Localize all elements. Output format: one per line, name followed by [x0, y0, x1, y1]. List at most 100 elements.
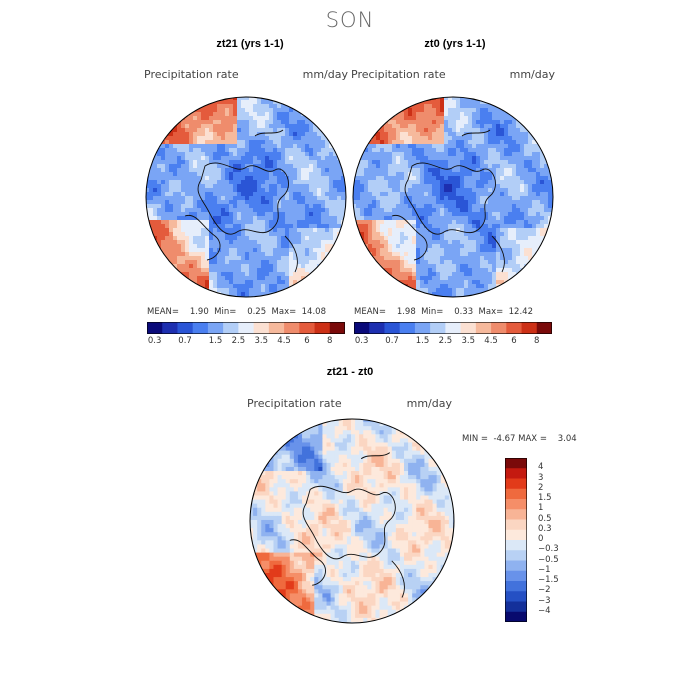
colorbar-frame — [354, 322, 552, 334]
colorbar-swatch — [521, 322, 538, 334]
panel2-min-value: 0.33 — [454, 307, 474, 317]
colorbar-swatch — [253, 322, 270, 334]
colorbar-tick-label: 3 — [538, 472, 544, 483]
colorbar-tick-label: −3 — [538, 595, 551, 606]
panel1-mean-label: MEAN= — [147, 307, 179, 317]
colorbar-tick-label: −2 — [538, 585, 551, 596]
diff-units: mm/day — [406, 397, 452, 410]
colorbar-swatch — [223, 322, 239, 334]
diff-min-value: -4.67 — [493, 434, 516, 444]
panel2-units: mm/day — [509, 68, 555, 81]
panel2-mean-label: MEAN= — [354, 307, 386, 317]
diff-title: zt21 - zt0 — [326, 366, 374, 378]
colorbar-swatch — [207, 322, 224, 334]
map-field — [146, 97, 346, 297]
colorbar-swatch — [299, 322, 315, 334]
colorbar-swatch — [314, 322, 331, 334]
colorbar-swatch — [491, 322, 507, 334]
colorbar-swatch — [505, 560, 527, 572]
colorbar-tick-label: 1.5 — [415, 336, 430, 346]
panel1-max-value: 14.08 — [301, 307, 326, 317]
panel2-mean-value: 1.98 — [396, 307, 416, 317]
map-boundary — [249, 418, 455, 624]
panel1-colorbar — [147, 322, 345, 334]
diff-colorbar-ticks: 4 3 2 1.5 1 0.5 0.3 0 −0.3 −0.5 −1 −1.5 −2 −3 −4 — [538, 458, 578, 622]
colorbar-swatch — [506, 322, 522, 334]
colorbar-tick-label: 6 — [304, 336, 310, 346]
colorbar-swatch — [268, 322, 285, 334]
colorbar-swatch — [238, 322, 254, 334]
colorbar-tick-label: 2.5 — [438, 336, 453, 346]
diff-min-label: MIN = — [462, 434, 489, 444]
panel1-max-label: Max= — [271, 307, 297, 317]
panel1-variable: Precipitation rate — [144, 68, 239, 81]
colorbar-tick-label: 0.3 — [354, 336, 369, 346]
panel1-min-value: 0.25 — [247, 307, 267, 317]
colorbar-swatch — [369, 322, 385, 334]
diff-max-value: 3.04 — [557, 434, 577, 444]
colorbar-tick-label: 0.7 — [385, 336, 399, 346]
colorbar-tick-label: 2.5 — [231, 336, 246, 346]
colorbar-swatch — [384, 322, 400, 334]
colorbar-tick-label: 4.5 — [484, 336, 498, 346]
panel1-units: mm/day — [302, 68, 348, 81]
panel2-max-label: Max= — [478, 307, 504, 317]
colorbar-tick-label: 3.5 — [254, 336, 268, 346]
panel1-mean-value: 1.90 — [189, 307, 209, 317]
colorbar-tick-label: 0 — [538, 534, 544, 544]
diff-max-label: MAX = — [518, 434, 547, 444]
colorbar-swatch — [505, 581, 527, 592]
panel2-max-value: 12.42 — [508, 307, 533, 317]
panel1-map — [145, 96, 347, 298]
colorbar-tick-label: 0.3 — [147, 336, 162, 346]
colorbar-swatch — [460, 322, 477, 334]
colorbar-tick-label: 0.5 — [538, 513, 552, 524]
figure-title: SON — [325, 8, 375, 32]
colorbar-tick-label: −0.3 — [538, 544, 559, 555]
diff-colorbar — [505, 458, 527, 622]
diff-stats: MIN = -4.67 MAX = 3.04 — [462, 434, 577, 444]
colorbar-tick-label: 0.3 — [538, 523, 552, 534]
colorbar-swatch — [399, 322, 416, 334]
colorbar-tick-label: −4 — [538, 605, 551, 616]
colorbar-frame — [147, 322, 345, 334]
panel2-colorbar-ticks: 0.3 0.7 1.5 2.5 3.5 4.5 6 8 — [354, 336, 552, 348]
colorbar-swatch — [430, 322, 446, 334]
colorbar-swatch — [505, 540, 527, 551]
colorbar-frame — [505, 458, 527, 622]
colorbar-swatch — [192, 322, 209, 334]
map-field — [353, 97, 553, 297]
coastline — [391, 129, 505, 273]
colorbar-swatch — [505, 601, 527, 613]
colorbar-tick-label: −0.5 — [538, 554, 559, 565]
colorbar-swatch — [505, 611, 527, 622]
colorbar-tick-label: 6 — [511, 336, 517, 346]
diff-map — [249, 418, 455, 624]
colorbar-swatch — [475, 322, 492, 334]
colorbar-swatch — [505, 550, 527, 561]
panel1-colorbar-ticks: 0.3 0.7 1.5 2.5 3.5 4.5 6 8 — [147, 336, 345, 348]
colorbar-swatch — [329, 322, 345, 334]
colorbar-swatch — [505, 591, 527, 602]
colorbar-tick-label: 4.5 — [277, 336, 291, 346]
panel1-title: zt21 (yrs 1-1) — [216, 38, 284, 50]
panel2-min-label: Min= — [421, 307, 444, 317]
colorbar-tick-label: 3.5 — [461, 336, 475, 346]
panel1-min-label: Min= — [214, 307, 237, 317]
colorbar-swatch — [414, 322, 431, 334]
colorbar-tick-label: −1 — [538, 564, 551, 575]
colorbar-swatch — [445, 322, 461, 334]
panel2-title: zt0 (yrs 1-1) — [424, 38, 486, 50]
colorbar-tick-label: 8 — [327, 336, 333, 346]
panel2-colorbar — [354, 322, 552, 334]
colorbar-swatch — [505, 519, 527, 531]
coastline — [289, 452, 405, 598]
colorbar-tick-label: 1.5 — [208, 336, 223, 346]
colorbar-swatch — [536, 322, 552, 334]
colorbar-tick-label: 2 — [538, 482, 544, 493]
coastline — [184, 129, 298, 273]
colorbar-swatch — [505, 529, 527, 541]
colorbar-tick-label: 1 — [538, 503, 544, 514]
panel2-stats: MEAN= 1.98 Min= 0.33 Max= 12.42 — [354, 307, 533, 317]
colorbar-swatch — [147, 322, 163, 334]
